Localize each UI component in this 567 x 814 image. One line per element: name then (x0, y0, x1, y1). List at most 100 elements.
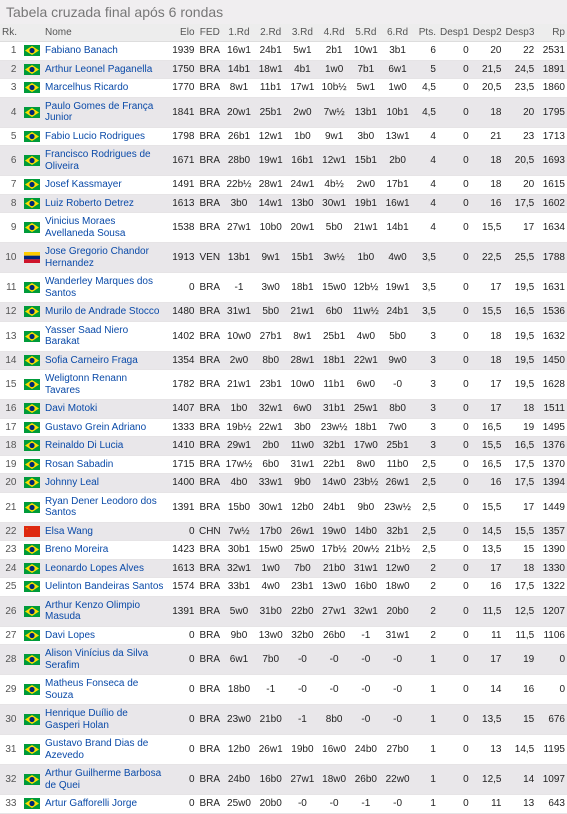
cell-round: 8w1 (287, 321, 319, 351)
player-link[interactable]: Wanderley Marques dos Santos (43, 273, 166, 303)
player-link[interactable]: Uelinton Bandeiras Santos (43, 578, 166, 597)
cell-round: 9w0 (382, 351, 414, 370)
cell-elo: 1613 (166, 559, 197, 578)
cell-desp2: 18 (471, 176, 504, 195)
cell-desp3: 15 (503, 705, 536, 735)
table-row: 4Paulo Gomes de França Junior1841BRA20w1… (0, 97, 567, 127)
player-link[interactable]: Gustavo Grein Adriano (43, 418, 166, 437)
player-link[interactable]: Marcelhus Ricardo (43, 79, 166, 98)
cell-desp1: 0 (438, 437, 471, 456)
cell-round: 18w0 (318, 765, 350, 795)
player-link[interactable]: Fabio Lucio Rodrigues (43, 127, 166, 146)
player-link[interactable]: Ryan Dener Leodoro dos Santos (43, 492, 166, 522)
hdr-r5[interactable]: 5.Rd (350, 24, 382, 42)
player-link[interactable]: Yasser Saad Niero Barakat (43, 321, 166, 351)
hdr-pts[interactable]: Pts. (413, 24, 438, 42)
player-link[interactable]: Gustavo Brand Dias de Azevedo (43, 735, 166, 765)
player-link[interactable]: Luiz Roberto Detrez (43, 194, 166, 213)
player-link[interactable]: Arthur Kenzo Olimpio Masuda (43, 596, 166, 626)
cell-round: 17b1 (382, 176, 414, 195)
cell-round: 20b0 (382, 596, 414, 626)
cell-desp2: 11 (471, 795, 504, 814)
hdr-d2[interactable]: Desp2 (471, 24, 504, 42)
cell-round: 3b0 (287, 418, 319, 437)
cell-rp: 1207 (536, 596, 567, 626)
player-link[interactable]: Matheus Fonseca de Souza (43, 675, 166, 705)
cell-desp3: 15 (503, 541, 536, 560)
player-link[interactable]: Henrique Duílio de Gasperi Holan (43, 705, 166, 735)
hdr-r2[interactable]: 2.Rd (255, 24, 287, 42)
player-link[interactable]: Alison Vinícius da Silva Serafim (43, 645, 166, 675)
cell-round: -1 (350, 626, 382, 645)
cell-rp: 1860 (536, 79, 567, 98)
cell-rp: 676 (536, 705, 567, 735)
cell-rk: 30 (0, 705, 20, 735)
cell-round: 4b1 (287, 60, 319, 79)
cell-desp3: 16,5 (503, 437, 536, 456)
cell-round: 19b0 (287, 735, 319, 765)
player-link[interactable]: Jose Gregorio Chandor Hernandez (43, 243, 166, 273)
player-link[interactable]: Arthur Leonel Paganella (43, 60, 166, 79)
player-link[interactable]: Paulo Gomes de França Junior (43, 97, 166, 127)
player-link[interactable]: Davi Motoki (43, 400, 166, 419)
cell-desp2: 16 (471, 474, 504, 493)
hdr-d1[interactable]: Desp1 (438, 24, 471, 42)
cell-round: -0 (350, 705, 382, 735)
cell-desp3: 12,5 (503, 596, 536, 626)
player-link[interactable]: Rosan Sabadin (43, 455, 166, 474)
hdr-r4[interactable]: 4.Rd (318, 24, 350, 42)
cell-rk: 14 (0, 351, 20, 370)
hdr-rk[interactable]: Rk. (0, 24, 20, 42)
cell-round: 32b1 (382, 522, 414, 541)
cell-rk: 13 (0, 321, 20, 351)
player-link[interactable]: Weligtonn Renann Tavares (43, 370, 166, 400)
hdr-r3[interactable]: 3.Rd (287, 24, 319, 42)
cell-rp: 1631 (536, 273, 567, 303)
player-link[interactable]: Davi Lopes (43, 626, 166, 645)
hdr-r1[interactable]: 1.Rd (223, 24, 255, 42)
cell-round: 4b½ (318, 176, 350, 195)
player-link[interactable]: Sofia Carneiro Fraga (43, 351, 166, 370)
hdr-fed[interactable]: FED (197, 24, 224, 42)
hdr-rp[interactable]: Rp (536, 24, 567, 42)
cell-round: 19w1 (255, 146, 287, 176)
player-link[interactable]: Elsa Wang (43, 522, 166, 541)
cell-round: -0 (382, 705, 414, 735)
hdr-r6[interactable]: 6.Rd (382, 24, 414, 42)
cell-round: 8w1 (223, 79, 255, 98)
hdr-name[interactable]: Nome (43, 24, 166, 42)
player-link[interactable]: Murilo de Andrade Stocco (43, 303, 166, 322)
cell-round: 18b1 (287, 273, 319, 303)
cell-round: -0 (382, 675, 414, 705)
cell-round: 21b½ (382, 541, 414, 560)
cell-elo: 0 (166, 273, 197, 303)
hdr-elo[interactable]: Elo (166, 24, 197, 42)
cell-desp3: 18 (503, 400, 536, 419)
player-link[interactable]: Vinicius Moraes Avellaneda Sousa (43, 213, 166, 243)
cell-elo: 1491 (166, 176, 197, 195)
cell-rp: 1449 (536, 492, 567, 522)
player-link[interactable]: Arthur Guilherme Barbosa de Quei (43, 765, 166, 795)
player-link[interactable]: Francisco Rodrigues de Oliveira (43, 146, 166, 176)
cell-round: 9w1 (318, 127, 350, 146)
cell-rk: 33 (0, 795, 20, 814)
cell-pts: 2 (413, 626, 438, 645)
cell-round: 1w0 (318, 60, 350, 79)
cell-fed: BRA (197, 42, 224, 61)
cell-round: 5w1 (287, 42, 319, 61)
cell-elo: 1913 (166, 243, 197, 273)
player-link[interactable]: Breno Moreira (43, 541, 166, 560)
cell-round: 2b0 (255, 437, 287, 456)
cell-elo: 1391 (166, 596, 197, 626)
player-link[interactable]: Johnny Leal (43, 474, 166, 493)
player-link[interactable]: Fabiano Banach (43, 42, 166, 61)
player-link[interactable]: Artur Gafforelli Jorge (43, 795, 166, 814)
hdr-d3[interactable]: Desp3 (503, 24, 536, 42)
player-link[interactable]: Leonardo Lopes Alves (43, 559, 166, 578)
cell-round: -0 (350, 675, 382, 705)
cell-round: 8w0 (350, 455, 382, 474)
player-link[interactable]: Reinaldo Di Lucia (43, 437, 166, 456)
cell-fed: BRA (197, 492, 224, 522)
player-link[interactable]: Josef Kassmayer (43, 176, 166, 195)
cell-desp2: 20 (471, 42, 504, 61)
